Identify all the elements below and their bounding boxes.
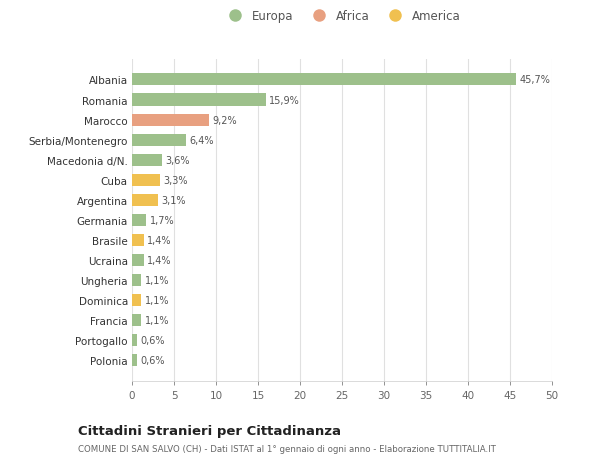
Bar — [132, 74, 516, 86]
Legend: Europa, Africa, America: Europa, Africa, America — [221, 8, 463, 25]
Text: 1,1%: 1,1% — [145, 315, 169, 325]
Bar — [132, 214, 146, 226]
Bar — [132, 94, 266, 106]
Text: 6,4%: 6,4% — [189, 135, 214, 146]
Bar — [132, 314, 141, 326]
Bar — [132, 134, 186, 146]
Bar — [132, 174, 160, 186]
Bar — [132, 274, 141, 286]
Text: 1,1%: 1,1% — [145, 275, 169, 285]
Text: 1,4%: 1,4% — [147, 235, 172, 245]
Text: 45,7%: 45,7% — [519, 75, 550, 85]
Text: 3,6%: 3,6% — [166, 155, 190, 165]
Bar — [132, 114, 209, 126]
Bar — [132, 254, 144, 266]
Text: 0,6%: 0,6% — [140, 355, 165, 365]
Bar — [132, 334, 137, 347]
Text: 3,3%: 3,3% — [163, 175, 188, 185]
Text: 1,1%: 1,1% — [145, 295, 169, 305]
Text: 1,7%: 1,7% — [149, 215, 174, 225]
Bar — [132, 294, 141, 306]
Text: 9,2%: 9,2% — [212, 115, 237, 125]
Text: 0,6%: 0,6% — [140, 336, 165, 345]
Text: 3,1%: 3,1% — [161, 196, 186, 205]
Bar — [132, 194, 158, 206]
Text: 15,9%: 15,9% — [269, 95, 299, 105]
Bar — [132, 235, 144, 246]
Text: Cittadini Stranieri per Cittadinanza: Cittadini Stranieri per Cittadinanza — [78, 425, 341, 437]
Text: COMUNE DI SAN SALVO (CH) - Dati ISTAT al 1° gennaio di ogni anno - Elaborazione : COMUNE DI SAN SALVO (CH) - Dati ISTAT al… — [78, 444, 496, 453]
Bar — [132, 354, 137, 366]
Bar — [132, 154, 162, 166]
Text: 1,4%: 1,4% — [147, 255, 172, 265]
